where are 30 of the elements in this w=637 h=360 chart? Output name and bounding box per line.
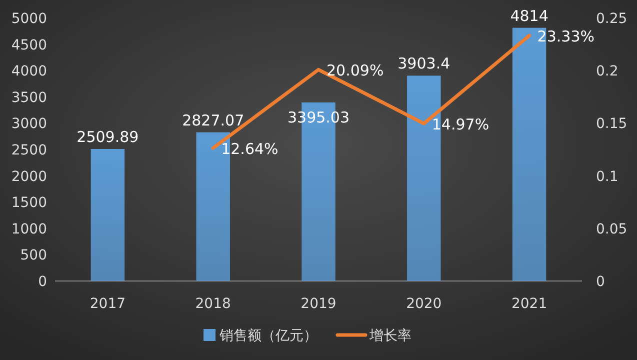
x-tick-label: 2018 [195,296,231,312]
y-tick-label: 2500 [11,142,47,158]
bar [90,148,125,281]
y-tick-label: 1500 [11,195,47,212]
y2-tick-label: 0.05 [596,221,628,238]
x-tick-label: 2020 [406,296,442,312]
y2-tick-label: 0.2 [596,64,618,80]
x-tick-label: 2017 [90,296,126,312]
legend-label: 销售额（亿元） [218,328,318,344]
y-tick-label: 0 [38,274,47,290]
x-tick-label: 2021 [511,296,548,312]
y-tick-label: 500 [20,248,47,264]
x-tick-label: 2019 [300,296,336,312]
legend-label: 增长率 [368,328,412,344]
data-label: 20.09% [326,62,384,80]
data-label: 2827.07 [182,111,244,130]
y-tick-label: 3500 [11,90,47,106]
y2-tick-label: 0.15 [596,116,628,132]
data-label: 4814 [510,6,548,25]
y-tick-label: 4500 [11,37,47,54]
y-tick-label: 1000 [11,221,47,238]
y-tick-label: 4000 [11,64,47,80]
y-tick-label: 2000 [11,168,47,185]
data-label: 2509.89 [76,128,139,146]
y2-tick-label: 0 [596,274,605,290]
y-tick-label: 3000 [11,116,47,132]
y-tick-label: 5000 [11,11,47,27]
y2-tick-label: 0.25 [596,11,628,27]
y2-tick-label: 0.1 [596,168,618,185]
data-label: 3903.4 [398,54,450,73]
